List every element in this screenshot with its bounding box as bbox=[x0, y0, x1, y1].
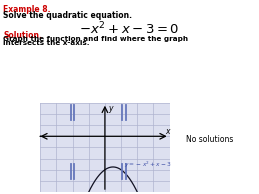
Text: No solutions: No solutions bbox=[186, 135, 234, 144]
Text: Graph the function and find where the graph: Graph the function and find where the gr… bbox=[3, 36, 188, 42]
Text: $-x^2 + x - 3 = 0$: $-x^2 + x - 3 = 0$ bbox=[79, 20, 180, 37]
Text: Example 8.: Example 8. bbox=[3, 5, 51, 14]
Text: y: y bbox=[108, 105, 112, 113]
Text: $y = -x^2 + x - 3$: $y = -x^2 + x - 3$ bbox=[124, 160, 171, 171]
Text: intersects the x-axis.: intersects the x-axis. bbox=[3, 40, 90, 46]
Text: x: x bbox=[165, 127, 169, 136]
Text: Solution.: Solution. bbox=[3, 31, 42, 40]
Text: Solve the quadratic equation.: Solve the quadratic equation. bbox=[3, 11, 132, 20]
